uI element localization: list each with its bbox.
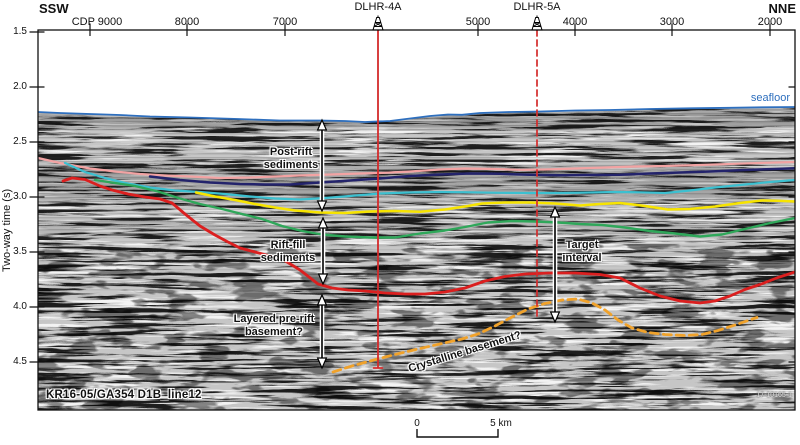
navy-horizon bbox=[148, 167, 795, 186]
cdp-tick-3000: 3000 bbox=[659, 16, 685, 28]
layered-basement-label: Layered pre-rift basement? bbox=[215, 313, 333, 339]
derrick-icon-dlhr4a bbox=[372, 15, 384, 31]
post-rift-arrow bbox=[316, 118, 328, 213]
pink-horizon bbox=[38, 156, 795, 180]
well-line-dlhr4a bbox=[372, 30, 384, 369]
figure-number: 17-10165-1 bbox=[756, 392, 792, 399]
yellow-horizon bbox=[194, 191, 795, 215]
cdp-tick-5000: 5000 bbox=[465, 16, 491, 28]
water-column bbox=[38, 30, 795, 122]
well-label-dlhr5a: DLHR-5A bbox=[513, 1, 561, 13]
time-axis-title: Two-way time (s) bbox=[1, 188, 13, 272]
time-tick-3-5: 3.5 bbox=[13, 246, 27, 257]
orange-basement-horizon bbox=[331, 297, 759, 374]
line-name-caption: KR16-05/GA354 D1B_line12 bbox=[46, 389, 202, 401]
annotation-arrows bbox=[316, 118, 561, 370]
well-label-dlhr4a: DLHR-4A bbox=[354, 1, 402, 13]
time-tick-4-0: 4.0 bbox=[13, 301, 27, 312]
derrick-icon-dlhr5a bbox=[531, 15, 543, 31]
layered-basement-arrow bbox=[316, 293, 328, 370]
rift-fill-label-line1: Rift-fill bbox=[270, 239, 306, 251]
scale-bar bbox=[416, 429, 499, 438]
time-tick-2-0: 2.0 bbox=[13, 81, 27, 92]
seafloor-line bbox=[38, 106, 795, 123]
cdp-tick-4000: 4000 bbox=[562, 16, 588, 28]
seafloor-label: seafloor bbox=[750, 92, 790, 104]
time-tick-3-0: 3.0 bbox=[13, 191, 27, 202]
top-axis-ticks bbox=[89, 23, 771, 36]
orientation-right: NNE bbox=[768, 1, 796, 16]
rift-fill-label-line2: sediments bbox=[260, 252, 316, 264]
post-rift-label-line1: Post-rift bbox=[269, 146, 313, 158]
cyan-horizon bbox=[63, 161, 795, 201]
target-interval-arrow bbox=[549, 205, 561, 324]
time-tick-4-5: 4.5 bbox=[13, 356, 27, 367]
layered-basement-label-line1: Layered pre-rift bbox=[233, 313, 315, 325]
green-horizon bbox=[93, 178, 795, 239]
cdp-tick-2000: 2000 bbox=[757, 16, 783, 28]
orientation-left: SSW bbox=[39, 1, 69, 16]
target-interval-label-line2: interval bbox=[562, 252, 602, 264]
scale-bar-end-label: 5 km bbox=[490, 418, 512, 429]
red-horizon bbox=[61, 176, 795, 305]
rift-fill-arrow bbox=[317, 216, 329, 286]
target-interval-label: Target interval bbox=[545, 239, 619, 265]
target-interval-label-line1: Target bbox=[565, 239, 599, 251]
cdp-tick-9000: CDP 9000 bbox=[71, 16, 123, 28]
time-tick-1-5: 1.5 bbox=[13, 26, 27, 37]
cdp-tick-7000: 7000 bbox=[272, 16, 298, 28]
seismic-texture bbox=[38, 30, 795, 410]
layered-basement-label-line2: basement? bbox=[244, 326, 304, 338]
time-axis-ticks bbox=[29, 31, 795, 363]
rift-fill-label: Rift-fill sediments bbox=[238, 239, 338, 265]
post-rift-label-line2: sediments bbox=[263, 159, 319, 171]
scale-bar-start-label: 0 bbox=[414, 418, 420, 429]
plot-frame bbox=[29, 23, 796, 411]
time-tick-2-5: 2.5 bbox=[13, 136, 27, 147]
cdp-tick-8000: 8000 bbox=[174, 16, 200, 28]
post-rift-label: Post-rift sediments bbox=[244, 146, 338, 172]
plot-border bbox=[37, 29, 796, 411]
